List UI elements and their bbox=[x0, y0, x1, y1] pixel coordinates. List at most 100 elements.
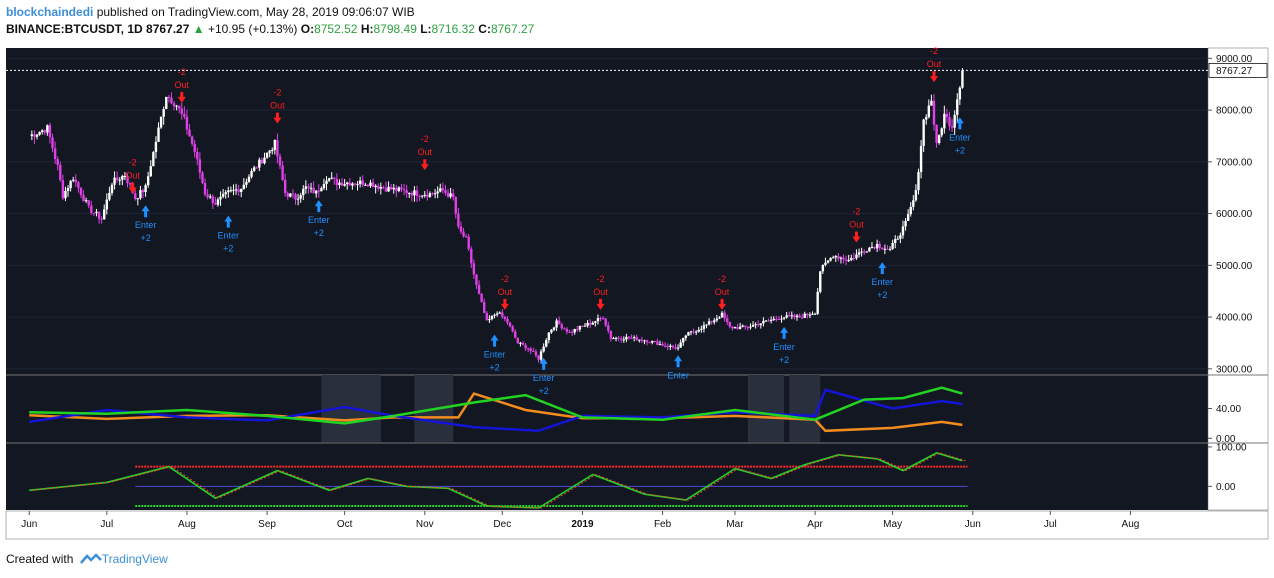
candle-body bbox=[565, 328, 569, 332]
candle-body bbox=[806, 313, 809, 316]
candle-body bbox=[547, 332, 551, 341]
signal-label: Out bbox=[849, 220, 864, 230]
tradingview-brand-link[interactable]: TradingView bbox=[101, 552, 168, 566]
candle-body bbox=[242, 184, 246, 189]
candle-body bbox=[873, 246, 876, 249]
candle-body bbox=[728, 321, 731, 327]
candle-body bbox=[69, 180, 72, 189]
candle-body bbox=[338, 182, 341, 185]
enter-arrow-icon bbox=[955, 117, 964, 130]
close-label: C: bbox=[478, 22, 491, 36]
out-arrow-icon bbox=[273, 112, 282, 124]
candle-body bbox=[146, 176, 150, 186]
candle-body bbox=[539, 351, 543, 360]
candle-body bbox=[847, 260, 850, 262]
candle-body bbox=[831, 257, 835, 259]
time-tick-label: Sep bbox=[258, 519, 276, 530]
time-tick-label: May bbox=[883, 519, 902, 530]
candle-body bbox=[74, 179, 77, 183]
chart-canvas[interactable]: 9000.00 8000.00 7000.00 6000.00 5000.00 4000.… bbox=[0, 44, 1274, 544]
chart-header: blockchaindedi published on TradingView.… bbox=[6, 4, 534, 38]
close-value: 8767.27 bbox=[490, 22, 535, 36]
candle-body bbox=[203, 182, 207, 195]
signal-label: -2 bbox=[421, 134, 429, 144]
candle-body bbox=[307, 186, 310, 188]
candle-body bbox=[875, 243, 879, 249]
enter-arrow-icon bbox=[141, 205, 150, 218]
candle-body bbox=[121, 176, 124, 180]
candle-body bbox=[669, 345, 672, 348]
candle-body bbox=[524, 344, 527, 349]
candle-body bbox=[625, 336, 628, 340]
candle-body bbox=[320, 188, 323, 192]
candle-body bbox=[764, 320, 768, 322]
candle-body bbox=[51, 137, 54, 149]
candle-body bbox=[762, 320, 765, 324]
candle-body bbox=[154, 141, 158, 153]
candle-body bbox=[38, 131, 41, 135]
candle-body bbox=[488, 319, 491, 321]
signal-label: +2 bbox=[779, 355, 789, 365]
candle-body bbox=[392, 187, 395, 190]
candle-body bbox=[746, 326, 750, 328]
signal-label: +2 bbox=[223, 244, 233, 254]
candle-body bbox=[364, 184, 367, 186]
candle-body bbox=[490, 315, 494, 320]
signal-label: +2 bbox=[489, 363, 499, 373]
signal-label: Enter bbox=[308, 215, 330, 225]
candle-body bbox=[950, 126, 954, 128]
change-value: +10.95 (+0.13%) bbox=[207, 22, 298, 36]
candle-body bbox=[410, 192, 414, 196]
candle-body bbox=[932, 100, 936, 125]
candle-body bbox=[167, 96, 171, 98]
candle-body bbox=[617, 337, 620, 339]
candle-body bbox=[61, 180, 65, 199]
candle-body bbox=[451, 193, 455, 197]
candle-body bbox=[426, 194, 429, 197]
osc-series-line bbox=[29, 386, 963, 425]
candle-body bbox=[842, 257, 845, 260]
candle-body bbox=[299, 195, 302, 199]
symbol-label[interactable]: BINANCE:BTCUSDT, 1D bbox=[6, 22, 143, 36]
candle-body bbox=[351, 183, 354, 186]
candle-body bbox=[821, 264, 825, 272]
candle-body bbox=[767, 320, 770, 322]
candle-body bbox=[53, 148, 57, 160]
candle-body bbox=[278, 156, 282, 166]
candle-body bbox=[234, 189, 238, 191]
candle-body bbox=[423, 194, 426, 196]
candle-body bbox=[418, 195, 421, 197]
candle-body bbox=[123, 175, 127, 177]
candle-body bbox=[682, 337, 685, 343]
candle-body bbox=[519, 342, 522, 344]
candle-body bbox=[134, 193, 137, 200]
candle-body bbox=[896, 238, 900, 240]
candle-body bbox=[387, 186, 390, 192]
candle-body bbox=[327, 178, 331, 181]
candle-body bbox=[273, 139, 277, 150]
candle-body bbox=[459, 226, 463, 232]
out-arrow-icon bbox=[128, 182, 137, 194]
shaded-zone bbox=[747, 375, 785, 442]
author-link[interactable]: blockchaindedi bbox=[6, 5, 94, 19]
osc-series-line bbox=[29, 392, 963, 433]
candle-body bbox=[658, 343, 662, 346]
candle-body bbox=[90, 205, 93, 213]
open-label: O: bbox=[300, 22, 315, 36]
candle-body bbox=[588, 323, 592, 325]
candle-body bbox=[371, 182, 375, 188]
enter-arrow-icon bbox=[780, 326, 789, 339]
time-tick-label: Aug bbox=[1122, 519, 1140, 530]
candle-body bbox=[335, 178, 339, 185]
candle-body bbox=[265, 152, 269, 158]
candle-body bbox=[283, 179, 287, 194]
out-arrow-icon bbox=[929, 71, 938, 83]
candle-body bbox=[144, 185, 147, 193]
candle-body bbox=[201, 172, 204, 183]
candle-body bbox=[118, 179, 121, 181]
candle-body bbox=[948, 117, 951, 127]
candle-body bbox=[444, 190, 447, 193]
enter-arrow-icon bbox=[314, 200, 323, 213]
candle-body bbox=[30, 134, 34, 137]
chart-area[interactable]: 9000.00 8000.00 7000.00 6000.00 5000.00 4000.… bbox=[0, 44, 1274, 544]
